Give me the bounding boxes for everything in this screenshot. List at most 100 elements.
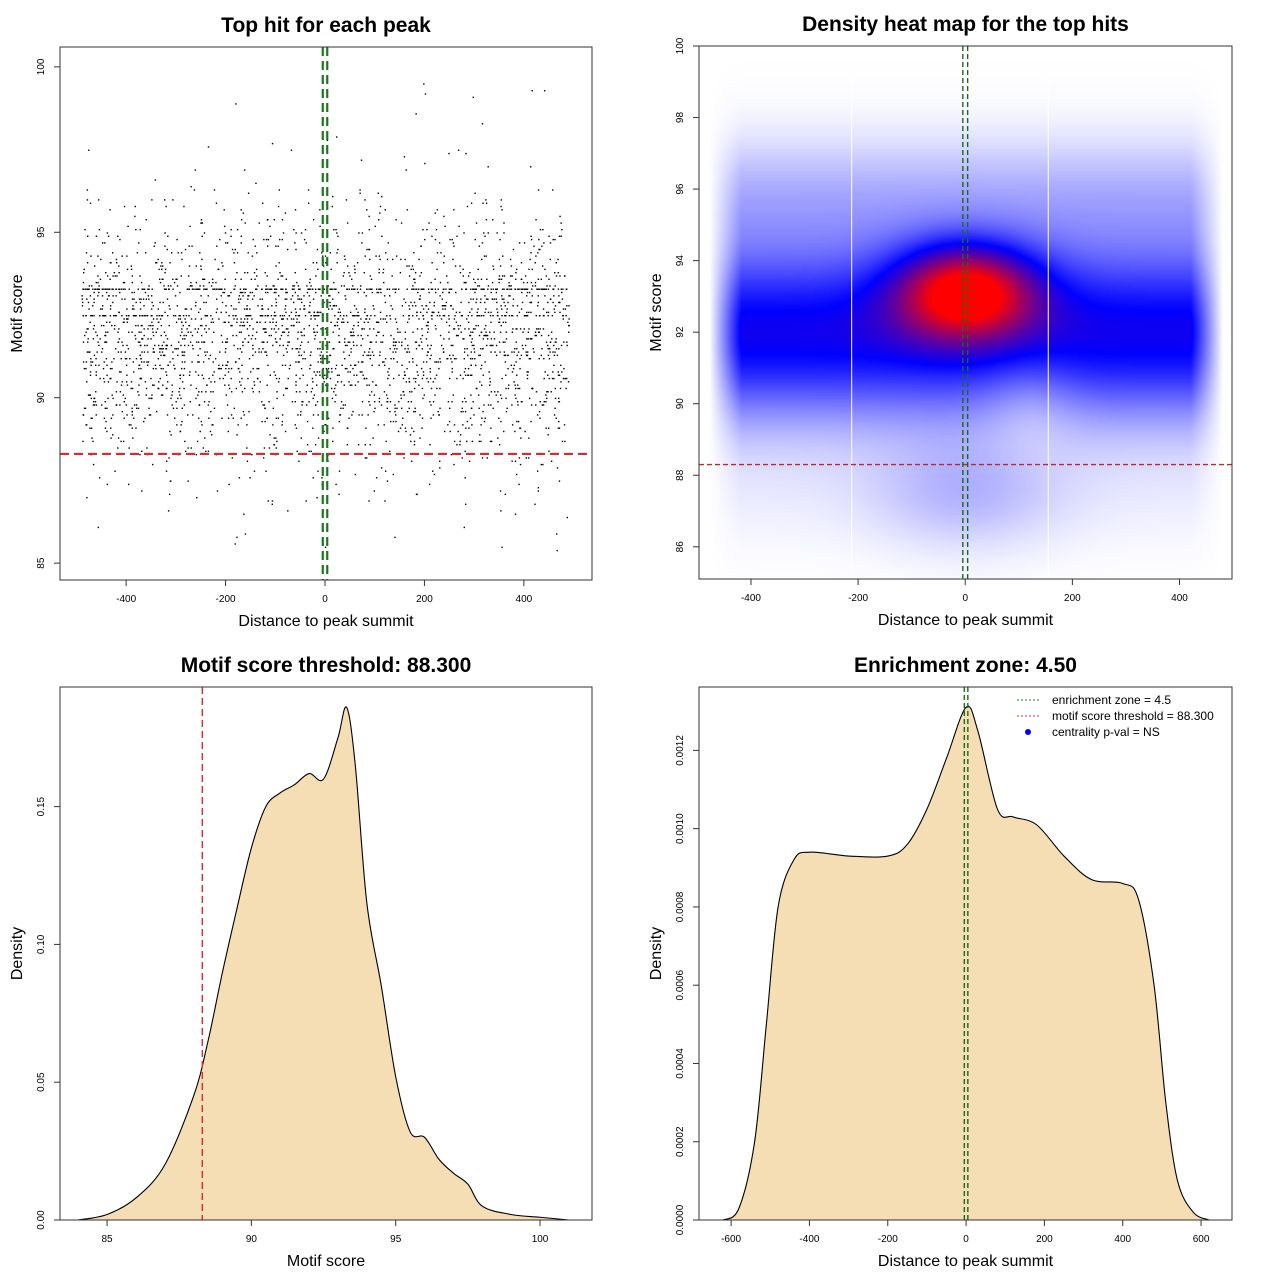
scatter-point [503,288,505,290]
scatter-point [276,351,279,353]
scatter-point [547,314,549,317]
scatter-point [191,245,193,247]
scatter-point [418,288,420,290]
scatter-point [272,285,274,287]
scatter-point [498,341,501,343]
legend-label: centrality p-val = NS [1052,725,1160,739]
scatter-point [242,291,244,294]
scatter-point [235,103,237,105]
scatter-point [273,311,276,314]
scatter-point [180,275,182,277]
scatter-point [403,298,405,300]
scatter-point [134,334,136,337]
scatter-point [470,202,473,204]
scatter-point [528,437,530,439]
scatter-point [531,295,534,297]
scatter-point [346,288,349,290]
scatter-point [208,281,210,284]
scatter-point [133,308,135,310]
scatter-point [467,314,470,317]
scatter-point [377,321,380,324]
scatter-point [239,291,242,294]
scatter-point [243,513,245,515]
scatter-point [125,381,128,383]
scatter-point [191,288,194,290]
scatter-point [369,357,372,360]
scatter-point [251,387,254,390]
scatter-point [117,351,120,353]
scatter-point [122,288,125,290]
scatter-point [261,305,263,307]
scatter-point [374,225,376,228]
scatter-point [346,222,349,224]
scatter-point [377,291,380,294]
scatter-point [550,460,553,462]
scatter-point [104,288,106,290]
scatter-point [150,397,152,400]
scatter-point [190,447,192,449]
scatter-point [501,546,503,548]
scatter-point [200,265,202,267]
scatter-point [238,477,241,479]
scatter-point [231,457,234,459]
scatter-point [332,440,334,443]
scatter-point [422,314,424,317]
scatter-point [422,228,424,231]
scatter-point [244,271,246,274]
scatter-point [480,424,482,426]
scatter-point [321,252,323,254]
scatter-point [394,410,396,413]
scatter-point [91,361,94,363]
scatter-point [335,288,337,290]
scatter-point [103,417,106,419]
scatter-point [195,387,198,390]
scatter-point [176,278,178,280]
scatter-point [398,341,400,343]
scatter-point [555,275,558,277]
scatter-point [477,285,479,287]
scatter-point [436,268,438,271]
scatter-point [89,371,92,373]
scatter-point [463,338,465,340]
scatter-point [282,394,285,396]
scatter-point [242,321,245,324]
scatter-point [287,341,289,343]
scatter-point [308,288,311,290]
scatter-point [106,298,109,300]
scatter-point [89,351,91,353]
scatter-point [413,430,415,433]
scatter-point [147,288,149,290]
scatter-point [565,288,568,290]
scatter-point [187,344,190,347]
scatter-point [95,357,97,360]
scatter-point [206,351,208,353]
scatter-point [159,348,161,350]
scatter-point [107,331,109,333]
scatter-point [325,424,327,426]
scatter-point [230,291,232,294]
scatter-point [382,271,384,274]
scatter-point [568,305,570,307]
scatter-point [142,338,144,340]
scatter-point [84,228,86,231]
scatter-point [210,314,212,317]
x-tick-label: 90 [246,1234,258,1245]
scatter-point [98,314,101,317]
scatter-point [356,344,358,347]
scatter-point [160,265,162,267]
scatter-point [151,301,153,304]
scatter-point [560,235,562,237]
scatter-point [391,308,394,310]
y-tick-label: 0.10 [36,934,47,954]
scatter-point [163,288,166,290]
scatter-point [118,328,120,330]
scatter-point [159,301,161,304]
scatter-point [176,305,179,307]
scatter-point [278,377,281,380]
scatter-point [507,387,510,390]
scatter-point [445,288,447,290]
scatter-point [411,357,414,360]
scatter-point [347,321,349,324]
scatter-point [554,305,557,307]
scatter-point [465,318,468,320]
